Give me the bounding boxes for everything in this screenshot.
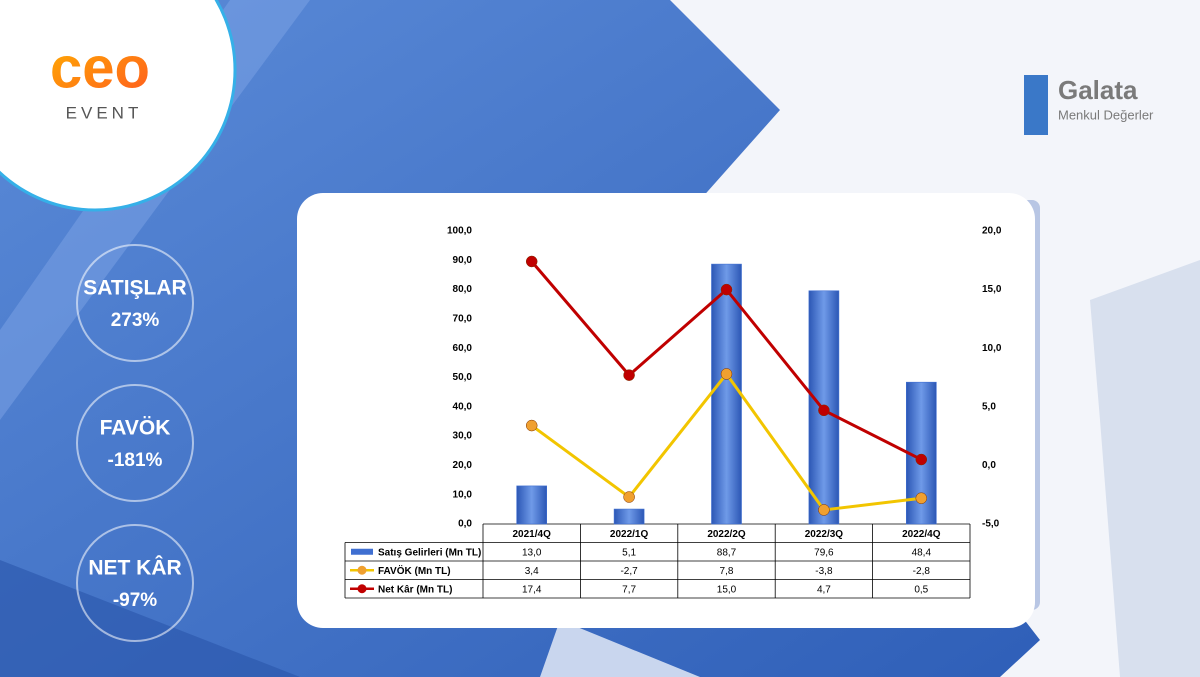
broker-logo: Galata	[1058, 75, 1138, 105]
marker	[818, 404, 830, 417]
value-label: 88,7	[717, 547, 737, 558]
y-tick-label: 10,0	[453, 489, 473, 500]
marker	[720, 283, 733, 296]
y-tick-label: 90,0	[453, 255, 473, 266]
value-label: 17,4	[522, 584, 542, 595]
x-tick-label: 2021/4Q	[513, 529, 552, 540]
kpi-label: NET KÂR	[88, 556, 181, 580]
y-tick-label: 60,0	[453, 343, 473, 354]
event-logo: ceo	[50, 35, 150, 100]
marker	[915, 453, 928, 466]
value-label: -3,8	[815, 566, 833, 577]
x-tick-label: 2022/3Q	[805, 529, 844, 540]
y-tick-label: 50,0	[453, 372, 473, 383]
kpi-circle	[76, 384, 194, 502]
value-label: 3,4	[525, 566, 539, 577]
y2-tick-label: 20,0	[982, 226, 1002, 237]
y-tick-label: 0,0	[458, 519, 472, 530]
kpi-label: FAVÖK	[100, 417, 171, 440]
value-label: 5,1	[622, 547, 636, 558]
bar	[711, 263, 742, 525]
bar	[613, 508, 645, 525]
y2-tick-label: 10,0	[982, 343, 1002, 354]
y-tick-label: 100,0	[447, 226, 472, 237]
value-label: 4,7	[817, 584, 831, 595]
broker-icon	[1024, 75, 1048, 135]
marker	[525, 255, 538, 268]
x-tick-label: 2022/1Q	[610, 529, 649, 540]
value-label: 13,0	[522, 547, 542, 558]
value-label: 0,5	[914, 584, 928, 595]
legend-label: Satış Gelirleri (Mn TL)	[378, 547, 481, 558]
value-label: 7,7	[622, 584, 636, 595]
y-tick-label: 30,0	[453, 431, 473, 442]
kpi-circle	[76, 244, 194, 362]
legend-swatch	[357, 565, 367, 575]
logo-circle	[0, 0, 237, 212]
y2-tick-label: 5,0	[982, 401, 996, 412]
value-label: 15,0	[717, 584, 737, 595]
x-tick-label: 2022/4Q	[902, 529, 941, 540]
legend-swatch	[351, 548, 373, 555]
marker	[525, 419, 538, 432]
kpi-value: -97%	[113, 590, 157, 611]
marker	[915, 492, 928, 504]
y-tick-label: 80,0	[453, 284, 473, 295]
kpi-circle	[76, 524, 194, 642]
y-tick-label: 70,0	[453, 314, 473, 325]
marker	[720, 368, 733, 380]
y2-tick-label: -5,0	[982, 519, 1000, 530]
y2-tick-label: 0,0	[982, 460, 996, 471]
value-label: 7,8	[720, 566, 734, 577]
legend-swatch	[357, 584, 367, 594]
marker	[623, 491, 635, 503]
chart-card	[297, 193, 1035, 628]
value-label: -2,7	[620, 566, 638, 577]
marker	[623, 369, 635, 381]
marker	[818, 504, 830, 516]
y-tick-label: 40,0	[453, 401, 473, 412]
value-label: 48,4	[912, 547, 932, 558]
bg-stripe	[0, 560, 300, 677]
kpi-label: SATIŞLAR	[83, 277, 186, 300]
kpi-value: -181%	[108, 450, 163, 471]
value-label: 79,6	[814, 547, 834, 558]
legend-label: FAVÖK (Mn TL)	[378, 564, 451, 577]
bar	[516, 485, 548, 525]
legend-label: Net Kâr (Mn TL)	[378, 584, 452, 595]
tower-silhouette	[1090, 260, 1200, 677]
y2-tick-label: 15,0	[982, 284, 1002, 295]
bg-stripe	[540, 620, 700, 677]
kpi-value: 273%	[111, 310, 160, 331]
x-tick-label: 2022/2Q	[707, 529, 746, 540]
broker-sub: Menkul Değerler	[1058, 107, 1154, 122]
y-tick-label: 20,0	[453, 460, 473, 471]
event-sub: EVENT	[66, 103, 143, 122]
value-label: -2,8	[913, 566, 931, 577]
